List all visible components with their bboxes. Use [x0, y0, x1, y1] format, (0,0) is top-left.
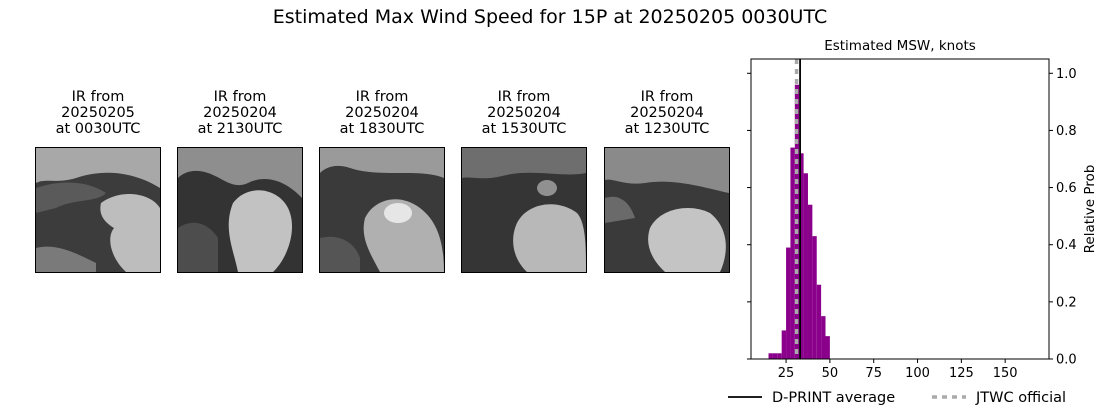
- ir-panel-title: IR from 20250204 at 1530UTC: [481, 89, 567, 137]
- y-tick-label: 0.2: [1056, 295, 1077, 310]
- y-tick-label: 0.4: [1056, 238, 1077, 253]
- histogram-bar: [807, 204, 813, 359]
- histogram-bar: [781, 330, 787, 359]
- y-tick-label: 1.0: [1056, 67, 1077, 82]
- legend-dprint-label: D-PRINT average: [772, 390, 895, 406]
- ir-satellite-image: [319, 147, 445, 273]
- y-tick-label: 0.0: [1056, 353, 1077, 368]
- x-tick-label: 125: [949, 366, 974, 381]
- chart-title: Estimated MSW, knots: [824, 38, 976, 54]
- ir-panel: IR from 20250204 at 1830UTC: [319, 89, 445, 273]
- histogram-bar: [825, 336, 830, 359]
- histogram-bar: [768, 353, 773, 359]
- ir-satellite-image: [177, 147, 303, 273]
- ir-satellite-image: [461, 147, 587, 273]
- ir-satellite-image: [604, 147, 730, 273]
- histogram-bar: [821, 316, 826, 359]
- histogram-bar: [772, 353, 778, 359]
- x-tick-label: 100: [905, 366, 930, 381]
- ir-panel-title: IR from 20250204 at 1830UTC: [339, 89, 425, 137]
- y-tick-label: 0.6: [1056, 181, 1077, 196]
- ir-panel: IR from 20250204 at 2130UTC: [177, 89, 303, 273]
- ir-panel: IR from 20250205 at 0030UTC: [35, 89, 161, 273]
- x-tick-label: 25: [778, 366, 795, 381]
- plot-frame: [750, 58, 1050, 360]
- histogram-bar: [790, 147, 795, 359]
- ir-panel-title: IR from 20250204 at 1230UTC: [624, 89, 710, 137]
- histogram-bar: [799, 153, 804, 359]
- ir-panel-title: IR from 20250205 at 0030UTC: [55, 89, 141, 137]
- x-tick-label: 75: [865, 366, 882, 381]
- y-tick-label: 0.8: [1056, 124, 1077, 139]
- histogram-bar: [777, 353, 782, 359]
- ir-panel: IR from 20250204 at 1530UTC: [461, 89, 587, 273]
- x-tick-label: 50: [822, 366, 839, 381]
- ir-panel: IR from 20250204 at 1230UTC: [604, 89, 730, 273]
- y-axis-label: Relative Prob: [1082, 165, 1098, 254]
- legend-jtwc-label: JTWC official: [975, 390, 1066, 406]
- ir-satellite-image: [35, 147, 161, 273]
- histogram-bar: [803, 173, 808, 359]
- x-tick-label: 150: [993, 366, 1018, 381]
- histogram-bar: [786, 247, 791, 359]
- figure-title: Estimated Max Wind Speed for 15P at 2025…: [272, 6, 828, 28]
- ir-panel-title: IR from 20250204 at 2130UTC: [197, 89, 283, 137]
- histogram-bar: [816, 284, 822, 359]
- histogram-bar: [812, 236, 817, 359]
